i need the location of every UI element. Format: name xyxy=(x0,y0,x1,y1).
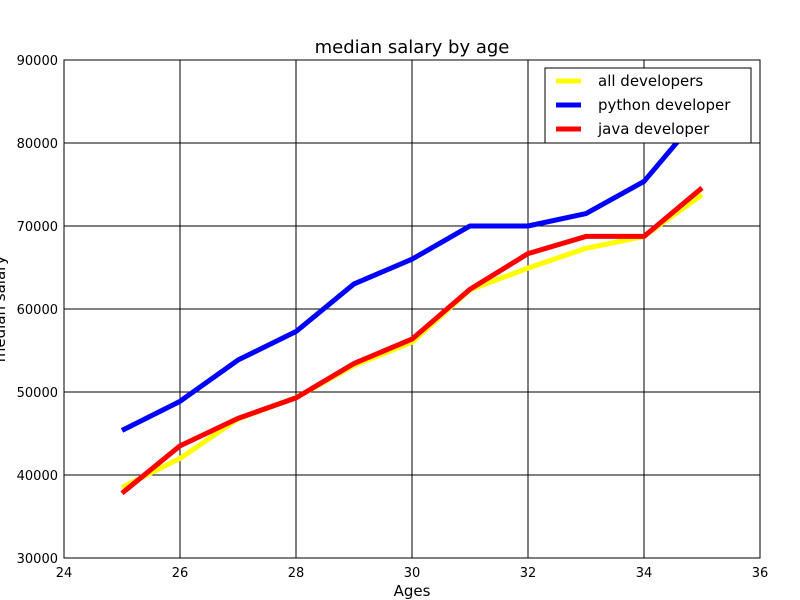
y-tick-label: 90000 xyxy=(17,54,58,69)
y-tick-label: 70000 xyxy=(17,220,58,235)
y-tick-label: 30000 xyxy=(17,552,58,567)
legend-label: all developers xyxy=(598,72,703,90)
legend-label: java developer xyxy=(597,120,710,138)
y-axis-title: median salary xyxy=(0,256,9,363)
y-tick-label: 50000 xyxy=(17,386,58,401)
series-line-python-developer xyxy=(120,111,704,433)
legend: all developers python developer java devel… xyxy=(544,67,752,144)
y-tick-label: 80000 xyxy=(17,137,58,152)
series-line-all-developers xyxy=(120,192,704,490)
series-layer xyxy=(120,111,704,496)
legend-label: python developer xyxy=(598,96,731,114)
x-axis-title: Ages xyxy=(394,582,431,600)
chart-title: median salary by age xyxy=(315,37,510,58)
axis-ticks: 24 26 28 30 32 34 36 30000 40000 50000 60000 70000 8… xyxy=(17,54,769,581)
x-tick-label: 30 xyxy=(404,566,421,581)
x-tick-label: 26 xyxy=(172,566,189,581)
x-tick-label: 34 xyxy=(636,566,653,581)
x-tick-label: 36 xyxy=(752,566,769,581)
y-tick-label: 40000 xyxy=(17,469,58,484)
x-tick-label: 28 xyxy=(288,566,305,581)
series-line-java-developer xyxy=(120,186,704,496)
y-tick-label: 60000 xyxy=(17,303,58,318)
x-tick-label: 32 xyxy=(520,566,537,581)
x-tick-label: 24 xyxy=(56,566,73,581)
